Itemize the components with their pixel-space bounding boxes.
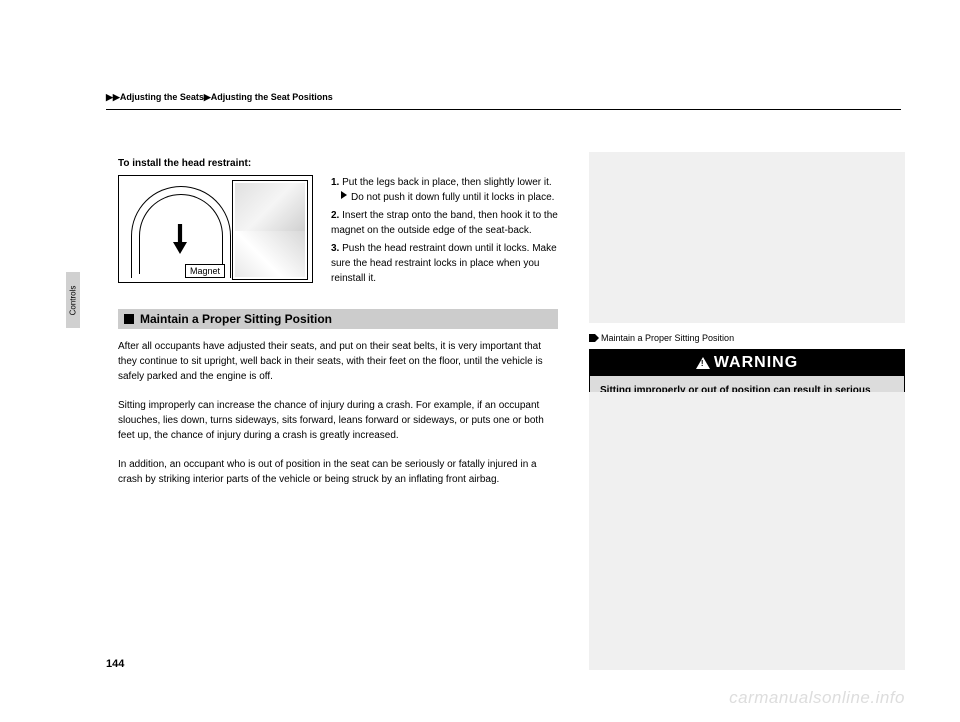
section-body: After all occupants have adjusted their … bbox=[118, 339, 558, 487]
body-paragraph: After all occupants have adjusted their … bbox=[118, 339, 558, 384]
step-text: Put the legs back in place, then slightl… bbox=[342, 177, 552, 188]
detail-inset bbox=[232, 180, 308, 280]
magnet-label: Magnet bbox=[185, 264, 225, 278]
side-tab-label: Controls bbox=[69, 285, 78, 315]
body-paragraph: Sitting improperly can increase the chan… bbox=[118, 398, 558, 443]
info-text: Maintain a Proper Sitting Position bbox=[601, 333, 734, 343]
step-1-sub: Do not push it down fully until it locks… bbox=[331, 190, 558, 205]
install-row: Magnet 1. Put the legs back in place, th… bbox=[118, 175, 558, 289]
step-number: 3. bbox=[331, 243, 339, 254]
step-1: 1. Put the legs back in place, then slig… bbox=[331, 175, 558, 205]
install-steps: 1. Put the legs back in place, then slig… bbox=[331, 175, 558, 289]
sidebar-gray-block bbox=[589, 152, 905, 323]
page-number: 144 bbox=[106, 658, 124, 670]
step-3: 3. Push the head restraint down until it… bbox=[331, 241, 558, 286]
step-text: Push the head restraint down until it lo… bbox=[331, 243, 557, 284]
warning-header: WARNING bbox=[590, 350, 904, 376]
side-tab: Controls bbox=[66, 272, 80, 328]
warning-triangle-icon bbox=[696, 357, 710, 369]
triangle-bullet-icon bbox=[341, 191, 347, 199]
step-text: Insert the strap onto the band, then hoo… bbox=[331, 210, 558, 236]
body-paragraph: In addition, an occupant who is out of p… bbox=[118, 457, 558, 487]
breadcrumb-level-1: Adjusting the Seats bbox=[120, 92, 204, 102]
main-content: To install the head restraint: Magnet 1.… bbox=[118, 158, 558, 501]
install-title: To install the head restraint: bbox=[118, 158, 558, 169]
manual-page: ▶▶Adjusting the Seats▶Adjusting the Seat… bbox=[0, 0, 960, 722]
breadcrumb-arrow-icon: ▶ bbox=[204, 92, 211, 102]
info-arrow-icon bbox=[589, 334, 599, 342]
headrest-diagram: Magnet bbox=[118, 175, 313, 283]
step-number: 1. bbox=[331, 177, 339, 188]
section-header: Maintain a Proper Sitting Position bbox=[118, 309, 558, 329]
breadcrumb-arrow-icon: ▶▶ bbox=[106, 92, 120, 102]
breadcrumb-level-2: Adjusting the Seat Positions bbox=[211, 92, 333, 102]
breadcrumb: ▶▶Adjusting the Seats▶Adjusting the Seat… bbox=[106, 92, 901, 110]
watermark: carmanualsonline.info bbox=[729, 688, 905, 708]
step-number: 2. bbox=[331, 210, 339, 221]
section-box-icon bbox=[124, 314, 134, 324]
detail-top-icon bbox=[235, 183, 305, 231]
sidebar-gray-block-bottom bbox=[589, 392, 905, 670]
warning-title: WARNING bbox=[714, 354, 798, 372]
step-sub-text: Do not push it down fully until it locks… bbox=[351, 190, 554, 205]
section-title: Maintain a Proper Sitting Position bbox=[140, 312, 332, 326]
info-reference: Maintain a Proper Sitting Position bbox=[589, 333, 905, 343]
detail-bottom-icon bbox=[235, 231, 305, 277]
step-2: 2. Insert the strap onto the band, then … bbox=[331, 208, 558, 238]
